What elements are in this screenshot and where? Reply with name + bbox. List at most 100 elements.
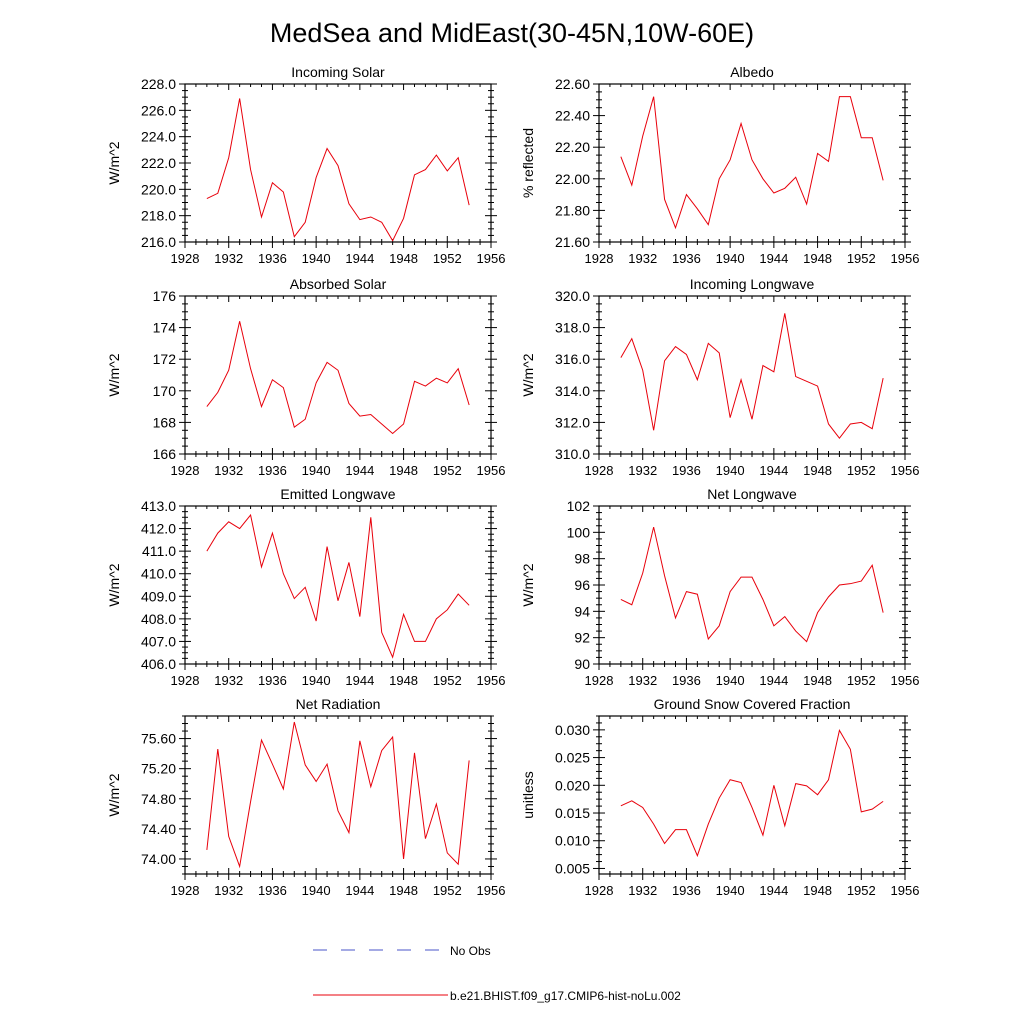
x-tick-label: 1928 bbox=[171, 463, 200, 478]
y-tick-label: 216.0 bbox=[141, 234, 176, 250]
x-tick-label: 1936 bbox=[672, 883, 701, 898]
plot-frame bbox=[184, 715, 492, 875]
x-tick-label: 1956 bbox=[891, 883, 920, 898]
y-tick-label: 74.80 bbox=[141, 791, 176, 807]
plot-frame bbox=[598, 715, 906, 875]
x-tick-label: 1936 bbox=[258, 673, 287, 688]
x-tick-label: 1944 bbox=[759, 673, 788, 688]
y-tick-label: 21.80 bbox=[555, 202, 590, 218]
x-tick-label: 1948 bbox=[389, 463, 418, 478]
x-tick-label: 1932 bbox=[628, 251, 657, 266]
plot-frame bbox=[598, 505, 906, 665]
y-tick-label: 22.40 bbox=[555, 108, 590, 124]
y-axis-label: W/m^2 bbox=[106, 141, 122, 184]
x-tick-label: 1928 bbox=[171, 883, 200, 898]
y-axis-label: W/m^2 bbox=[106, 353, 122, 396]
panel-title: Emitted Longwave bbox=[280, 486, 395, 502]
x-tick-label: 1944 bbox=[345, 251, 374, 266]
series-line bbox=[206, 513, 470, 659]
panel-grid: Incoming Solar W/m^2 1928 1932 1936 1940 1944 1… bbox=[106, 64, 919, 898]
plot-frame bbox=[598, 83, 906, 243]
x-tick-label: 1936 bbox=[258, 251, 287, 266]
legend-label-model: b.e21.BHIST.f09_g17.CMIP6-hist-noLu.002 bbox=[450, 989, 681, 1003]
x-tick-label: 1952 bbox=[847, 463, 876, 478]
x-tick-label: 1928 bbox=[171, 673, 200, 688]
x-tick-label: 1952 bbox=[433, 463, 462, 478]
x-tick-label: 1956 bbox=[477, 251, 506, 266]
panel-title: Net Radiation bbox=[296, 696, 381, 712]
y-tick-label: 224.0 bbox=[141, 129, 176, 145]
x-tick-label: 1952 bbox=[847, 251, 876, 266]
x-tick-label: 1952 bbox=[433, 251, 462, 266]
y-tick-label: 413.0 bbox=[141, 498, 176, 514]
plot-frame bbox=[184, 83, 492, 243]
y-tick-label: 174 bbox=[153, 320, 177, 336]
y-tick-label: 0.020 bbox=[555, 777, 590, 793]
y-tick-label: 74.40 bbox=[141, 821, 176, 837]
y-tick-label: 0.010 bbox=[555, 833, 590, 849]
chart-panel: Net Radiation W/m^2 1928 1932 1936 1940 1944 19… bbox=[106, 696, 505, 898]
x-tick-label: 1948 bbox=[803, 673, 832, 688]
y-tick-label: 0.030 bbox=[555, 722, 590, 738]
y-tick-label: 22.20 bbox=[555, 139, 590, 155]
y-tick-label: 21.60 bbox=[555, 234, 590, 250]
x-tick-label: 1932 bbox=[628, 883, 657, 898]
y-tick-label: 310.0 bbox=[555, 446, 590, 462]
y-tick-label: 102 bbox=[567, 498, 591, 514]
x-tick-label: 1940 bbox=[716, 251, 745, 266]
x-tick-label: 1956 bbox=[477, 883, 506, 898]
y-axis-label: W/m^2 bbox=[106, 563, 122, 606]
y-tick-label: 170 bbox=[153, 383, 177, 399]
y-tick-label: 166 bbox=[153, 446, 177, 462]
y-tick-label: 408.0 bbox=[141, 611, 176, 627]
y-tick-label: 0.015 bbox=[555, 805, 590, 821]
series-line bbox=[206, 721, 470, 869]
x-tick-label: 1936 bbox=[258, 463, 287, 478]
chart-panel: Incoming Longwave W/m^2 1928 1932 1936 1940 19… bbox=[520, 276, 919, 478]
x-tick-label: 1928 bbox=[171, 251, 200, 266]
y-tick-label: 0.005 bbox=[555, 860, 590, 876]
y-tick-label: 92 bbox=[574, 630, 590, 646]
x-tick-label: 1944 bbox=[345, 463, 374, 478]
y-tick-label: 172 bbox=[153, 351, 177, 367]
panel-title: Absorbed Solar bbox=[290, 276, 387, 292]
y-tick-label: 176 bbox=[153, 288, 177, 304]
x-tick-label: 1952 bbox=[847, 673, 876, 688]
y-tick-label: 22.60 bbox=[555, 76, 590, 92]
y-tick-label: 75.60 bbox=[141, 731, 176, 747]
y-tick-label: 316.0 bbox=[555, 351, 590, 367]
x-tick-label: 1952 bbox=[433, 883, 462, 898]
x-tick-label: 1948 bbox=[389, 251, 418, 266]
x-tick-label: 1948 bbox=[389, 673, 418, 688]
x-tick-label: 1948 bbox=[803, 463, 832, 478]
y-tick-label: 412.0 bbox=[141, 521, 176, 537]
y-tick-label: 220.0 bbox=[141, 181, 176, 197]
y-tick-label: 410.0 bbox=[141, 566, 176, 582]
y-axis-label: % reflected bbox=[520, 128, 536, 198]
y-tick-label: 168 bbox=[153, 414, 177, 430]
plot-frame bbox=[184, 295, 492, 455]
y-tick-label: 98 bbox=[574, 551, 590, 567]
series-line bbox=[206, 98, 470, 242]
x-tick-label: 1932 bbox=[214, 673, 243, 688]
x-tick-label: 1928 bbox=[585, 463, 614, 478]
series-line bbox=[620, 526, 884, 643]
x-tick-label: 1940 bbox=[716, 673, 745, 688]
plot-frame bbox=[598, 295, 906, 455]
x-tick-label: 1932 bbox=[214, 463, 243, 478]
x-tick-label: 1932 bbox=[628, 673, 657, 688]
y-tick-label: 409.0 bbox=[141, 588, 176, 604]
chart-panel: Ground Snow Covered Fraction unitless 1928… bbox=[520, 696, 919, 898]
panel-title: Ground Snow Covered Fraction bbox=[654, 696, 851, 712]
chart-panel: Emitted Longwave W/m^2 1928 1932 1936 1940 194… bbox=[106, 486, 505, 688]
legend: No Obs b.e21.BHIST.f09_g17.CMIP6-hist-no… bbox=[313, 944, 681, 1003]
chart-panel: Net Longwave W/m^2 1928 1932 1936 1940 1944 194… bbox=[520, 486, 919, 688]
x-tick-label: 1956 bbox=[477, 463, 506, 478]
chart-panel: Incoming Solar W/m^2 1928 1932 1936 1940 1944 1… bbox=[106, 64, 505, 266]
y-axis-label: W/m^2 bbox=[520, 563, 536, 606]
x-tick-label: 1952 bbox=[433, 673, 462, 688]
x-tick-label: 1940 bbox=[302, 883, 331, 898]
panel-title: Albedo bbox=[730, 64, 774, 80]
x-tick-label: 1940 bbox=[716, 463, 745, 478]
